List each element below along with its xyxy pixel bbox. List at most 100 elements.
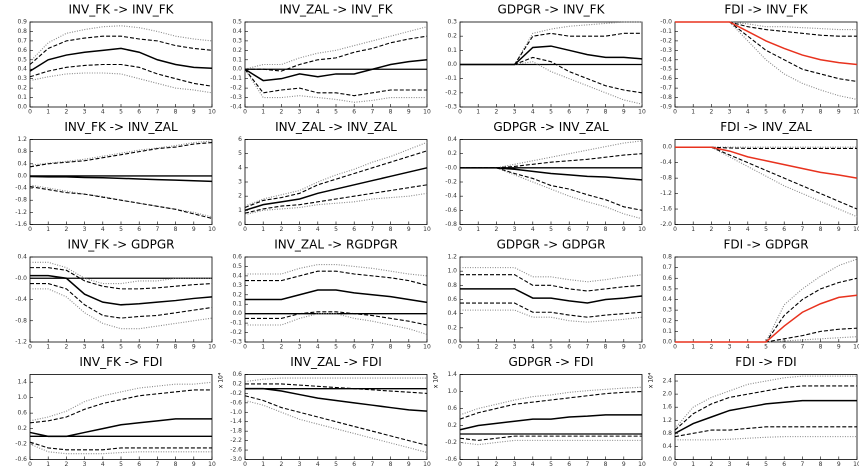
y-tick-label: 0.4: [17, 66, 27, 73]
response-line: [244, 59, 428, 82]
y-tick-label: 0.7: [662, 264, 672, 271]
y-tick-label: 0.4: [662, 296, 672, 303]
y-tick-label: 2.4: [662, 378, 672, 385]
x-tick-label: 9: [837, 109, 841, 116]
response-line: [29, 418, 212, 438]
y-tick-label: 0.8: [662, 430, 672, 437]
response-line: [29, 140, 213, 166]
response-line: [30, 261, 212, 285]
response-line: [675, 146, 858, 179]
response-line: [245, 387, 428, 412]
x-tick-label: 5: [764, 109, 768, 116]
x-tick-label: 3: [298, 226, 302, 233]
response-line: [459, 439, 642, 446]
x-tick-label: 5: [119, 226, 123, 233]
x-tick-label: 8: [174, 344, 178, 351]
x-tick-label: 7: [800, 109, 804, 116]
x-tick-label: 2: [709, 461, 713, 468]
x-tick-label: 9: [192, 344, 196, 351]
y-tick-label: -0.2: [445, 179, 457, 186]
x-tick-label: 10: [208, 226, 216, 233]
x-tick-label: 7: [155, 344, 159, 351]
y-tick-label: 0.3: [662, 307, 672, 314]
response-line: [244, 68, 427, 97]
y-tick-label: 1.0: [17, 394, 27, 401]
x-tick-label: 2: [64, 344, 68, 351]
response-line: [460, 302, 643, 318]
panel: FDI -> INV_FK -0.9 -0.8 -0.7 -0.6 -0.5 -0.4 -0.…: [660, 3, 859, 116]
y-tick-label: 0.6: [447, 405, 457, 412]
response-line: [30, 283, 213, 319]
x-tick-label: 4: [101, 461, 105, 468]
x-tick-label: 2: [279, 109, 283, 116]
panel-title: FDI -> GDPGR: [723, 238, 808, 252]
plot-frame: [459, 139, 643, 225]
y-tick-label: 1.2: [447, 254, 457, 261]
x-tick-label: 4: [531, 109, 535, 116]
response-line: [29, 443, 212, 455]
x-tick-label: 5: [334, 109, 338, 116]
x-tick-label: 0: [673, 461, 677, 468]
panel: INV_ZAL -> FDI x 10⁴ -3.0 -2.6 -2.2 -1.8 -1.4 -…: [218, 355, 431, 468]
x-tick-label: 6: [782, 461, 786, 468]
x-tick-label: 9: [622, 461, 626, 468]
y-tick-label: 0.4: [447, 310, 457, 317]
x-tick-label: 1: [46, 226, 50, 233]
response-line: [460, 167, 643, 181]
x-tick-label: 0: [458, 461, 462, 468]
y-scale-note: x 10⁴: [648, 372, 655, 388]
x-tick-label: 5: [119, 344, 123, 351]
y-tick-label: -0.4: [660, 159, 672, 166]
x-tick-label: 0: [673, 344, 677, 351]
x-tick-label: 2: [494, 344, 498, 351]
y-tick-label: 2: [238, 193, 242, 200]
x-tick-label: 10: [853, 226, 859, 233]
x-tick-label: 8: [174, 226, 178, 233]
x-tick-label: 3: [83, 109, 87, 116]
response-line: [460, 167, 643, 220]
y-tick-label: 0.0: [17, 172, 27, 179]
y-tick-label: -0.0: [445, 164, 457, 171]
panel-title: INV_FK -> INV_FK: [68, 3, 174, 17]
y-tick-label: -1.0: [230, 409, 242, 416]
response-line: [245, 383, 428, 394]
y-tick-label: 0.1: [447, 47, 457, 54]
y-tick-label: 0.2: [232, 291, 242, 298]
x-tick-label: 4: [101, 344, 105, 351]
response-line: [460, 61, 643, 105]
response-line: [30, 274, 213, 306]
x-tick-label: 9: [837, 344, 841, 351]
x-tick-label: 10: [638, 226, 646, 233]
plot-frame: [674, 139, 858, 225]
x-tick-label: 10: [638, 109, 646, 116]
response-line: [244, 150, 428, 209]
response-line: [674, 385, 857, 431]
response-line: [459, 390, 643, 420]
x-tick-label: 10: [208, 109, 216, 116]
y-tick-label: 0.2: [232, 47, 242, 54]
y-tick-label: 0.8: [662, 254, 672, 261]
x-tick-label: 5: [764, 226, 768, 233]
y-tick-label: -0.0: [15, 275, 27, 282]
x-tick-label: 9: [407, 344, 411, 351]
x-tick-label: 4: [316, 109, 320, 116]
x-tick-label: 4: [531, 344, 535, 351]
response-line: [675, 146, 858, 218]
response-line: [29, 184, 213, 218]
y-tick-label: -1.6: [15, 221, 27, 228]
y-tick-label: -0.6: [660, 75, 672, 82]
x-tick-label: 7: [800, 344, 804, 351]
x-tick-label: 3: [728, 109, 732, 116]
y-tick-label: -3.0: [230, 456, 242, 463]
y-tick-label: 6: [238, 136, 242, 143]
y-tick-label: 0.0: [447, 61, 457, 68]
y-tick-label: 0.0: [662, 339, 672, 346]
y-tick-label: -1.4: [230, 418, 242, 425]
response-line: [460, 56, 643, 94]
y-tick-label: 0.0: [662, 456, 672, 463]
y-tick-label: -0.3: [660, 47, 672, 54]
y-tick-label: -1.6: [660, 206, 672, 213]
x-tick-label: 5: [119, 461, 123, 468]
y-tick-label: 0.3: [232, 282, 242, 289]
y-tick-label: 0: [238, 221, 242, 228]
